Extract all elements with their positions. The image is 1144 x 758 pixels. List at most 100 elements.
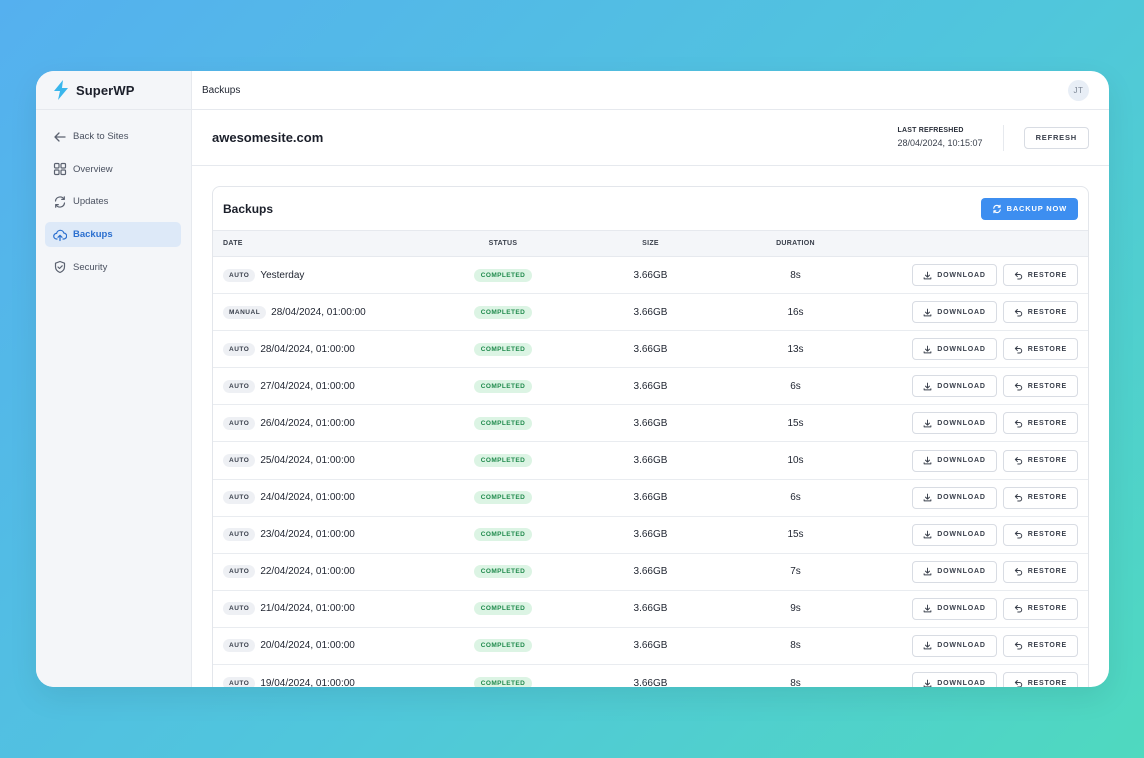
sidebar-item-back-to-sites[interactable]: Back to Sites: [45, 124, 181, 149]
backup-date: 24/04/2024, 01:00:00: [260, 492, 355, 504]
column-header-status[interactable]: STATUS: [488, 240, 518, 247]
backup-type-badge: AUTO: [223, 491, 256, 505]
download-button[interactable]: DOWNLOAD: [912, 338, 997, 361]
table-row: AUTO 19/04/2024, 01:00:00 COMPLETED 3.66G…: [213, 665, 1088, 687]
download-icon: [923, 382, 932, 391]
backup-date-cell: MANUAL 28/04/2024, 01:00:00: [213, 294, 443, 331]
download-icon: [923, 641, 932, 650]
download-icon: [923, 493, 932, 502]
download-button[interactable]: DOWNLOAD: [912, 634, 997, 657]
download-icon: [923, 345, 932, 354]
backup-duration: 8s: [790, 269, 801, 281]
restore-button[interactable]: RESTORE: [1002, 634, 1078, 657]
backup-status-cell: COMPLETED: [443, 590, 563, 627]
table-row: AUTO 23/04/2024, 01:00:00 COMPLETED 3.66G…: [213, 516, 1088, 554]
backup-date-cell: AUTO 23/04/2024, 01:00:00: [213, 516, 443, 553]
restore-button[interactable]: RESTORE: [1002, 486, 1078, 509]
restore-button[interactable]: RESTORE: [1002, 560, 1078, 583]
table-row: AUTO 21/04/2024, 01:00:00 COMPLETED 3.66G…: [213, 590, 1088, 628]
download-label: DOWNLOAD: [937, 494, 986, 502]
download-button[interactable]: DOWNLOAD: [912, 597, 997, 620]
backup-date-cell: AUTO Yesterday: [213, 257, 443, 294]
table-row: AUTO 25/04/2024, 01:00:00 COMPLETED 3.66G…: [213, 442, 1088, 480]
backup-size: 3.66GB: [633, 306, 668, 318]
undo-icon: [1014, 567, 1023, 576]
undo-icon: [1014, 419, 1023, 428]
restore-label: RESTORE: [1027, 308, 1067, 316]
backup-now-button[interactable]: BACKUP NOW: [980, 197, 1078, 220]
status-badge: COMPLETED: [473, 528, 533, 542]
download-button[interactable]: DOWNLOAD: [912, 672, 997, 687]
backup-actions: DOWNLOAD RESTORE: [853, 257, 1088, 294]
backup-type-badge: AUTO: [223, 379, 256, 393]
download-button[interactable]: DOWNLOAD: [912, 375, 997, 398]
backup-actions: DOWNLOAD RESTORE: [853, 479, 1088, 516]
sidebar-item-updates[interactable]: Updates: [45, 189, 181, 214]
undo-icon: [1014, 308, 1023, 317]
download-label: DOWNLOAD: [937, 308, 986, 316]
page-title: Backups: [202, 84, 241, 96]
restore-label: RESTORE: [1027, 382, 1067, 390]
backup-status-cell: COMPLETED: [443, 257, 563, 294]
backup-type-badge: AUTO: [223, 565, 256, 579]
restore-label: RESTORE: [1027, 531, 1067, 539]
download-button[interactable]: DOWNLOAD: [912, 412, 997, 435]
column-header-size[interactable]: SIZE: [642, 240, 659, 247]
backup-duration: 6s: [790, 492, 801, 504]
refresh-button[interactable]: REFRESH: [1023, 126, 1089, 149]
sidebar-item-label: Updates: [73, 196, 109, 208]
backup-date-cell: AUTO 26/04/2024, 01:00:00: [213, 405, 443, 442]
download-button[interactable]: DOWNLOAD: [912, 486, 997, 509]
restore-button[interactable]: RESTORE: [1002, 301, 1078, 324]
backup-size: 3.66GB: [633, 492, 668, 504]
backup-type-badge: AUTO: [223, 676, 256, 687]
backup-date: 25/04/2024, 01:00:00: [260, 455, 355, 467]
undo-icon: [1014, 345, 1023, 354]
backup-type-badge: AUTO: [223, 268, 256, 282]
sidebar-item-label: Overview: [73, 163, 113, 175]
restore-button[interactable]: RESTORE: [1002, 264, 1078, 287]
backup-status-cell: COMPLETED: [443, 516, 563, 553]
download-button[interactable]: DOWNLOAD: [912, 449, 997, 472]
download-label: DOWNLOAD: [937, 271, 986, 279]
restore-button[interactable]: RESTORE: [1002, 338, 1078, 361]
download-label: DOWNLOAD: [937, 531, 986, 539]
download-button[interactable]: DOWNLOAD: [912, 264, 997, 287]
brand[interactable]: SuperWP: [36, 71, 191, 110]
restore-button[interactable]: RESTORE: [1002, 375, 1078, 398]
table-row: AUTO 28/04/2024, 01:00:00 COMPLETED 3.66G…: [213, 331, 1088, 368]
restore-button[interactable]: RESTORE: [1002, 597, 1078, 620]
avatar[interactable]: JT: [1068, 79, 1089, 101]
backup-type-badge: AUTO: [223, 454, 256, 468]
arrow-left-icon: [53, 130, 67, 144]
backup-duration: 16s: [787, 306, 804, 318]
backup-date-cell: AUTO 22/04/2024, 01:00:00: [213, 553, 443, 590]
restore-label: RESTORE: [1027, 494, 1067, 502]
backup-status-cell: COMPLETED: [443, 405, 563, 442]
column-header-actions: [853, 231, 1088, 257]
restore-button[interactable]: RESTORE: [1002, 449, 1078, 472]
sidebar-item-backups[interactable]: Backups: [45, 222, 181, 248]
backup-size: 3.66GB: [633, 455, 668, 467]
restore-button[interactable]: RESTORE: [1002, 523, 1078, 546]
restore-label: RESTORE: [1027, 568, 1067, 576]
download-icon: [923, 271, 932, 280]
sidebar-item-security[interactable]: Security: [45, 255, 181, 280]
backup-size: 3.66GB: [633, 566, 668, 578]
restore-button[interactable]: RESTORE: [1002, 672, 1078, 687]
backup-status-cell: COMPLETED: [443, 331, 563, 368]
download-button[interactable]: DOWNLOAD: [912, 523, 997, 546]
restore-button[interactable]: RESTORE: [1002, 412, 1078, 435]
backup-date-cell: AUTO 28/04/2024, 01:00:00: [213, 331, 443, 368]
status-badge: COMPLETED: [473, 416, 533, 430]
download-button[interactable]: DOWNLOAD: [912, 560, 997, 583]
backups-table-body: AUTO Yesterday COMPLETED 3.66GB 8s DOWNLO…: [213, 257, 1088, 687]
download-button[interactable]: DOWNLOAD: [912, 301, 997, 324]
column-header-date[interactable]: DATE: [223, 240, 243, 247]
backup-actions: DOWNLOAD RESTORE: [853, 590, 1088, 627]
backups-panel-header: Backups BACKUP NOW: [213, 187, 1088, 230]
sidebar-item-overview[interactable]: Overview: [45, 157, 181, 182]
backup-type-badge: AUTO: [223, 639, 256, 653]
column-header-duration[interactable]: DURATION: [776, 240, 815, 247]
restore-label: RESTORE: [1027, 271, 1067, 279]
